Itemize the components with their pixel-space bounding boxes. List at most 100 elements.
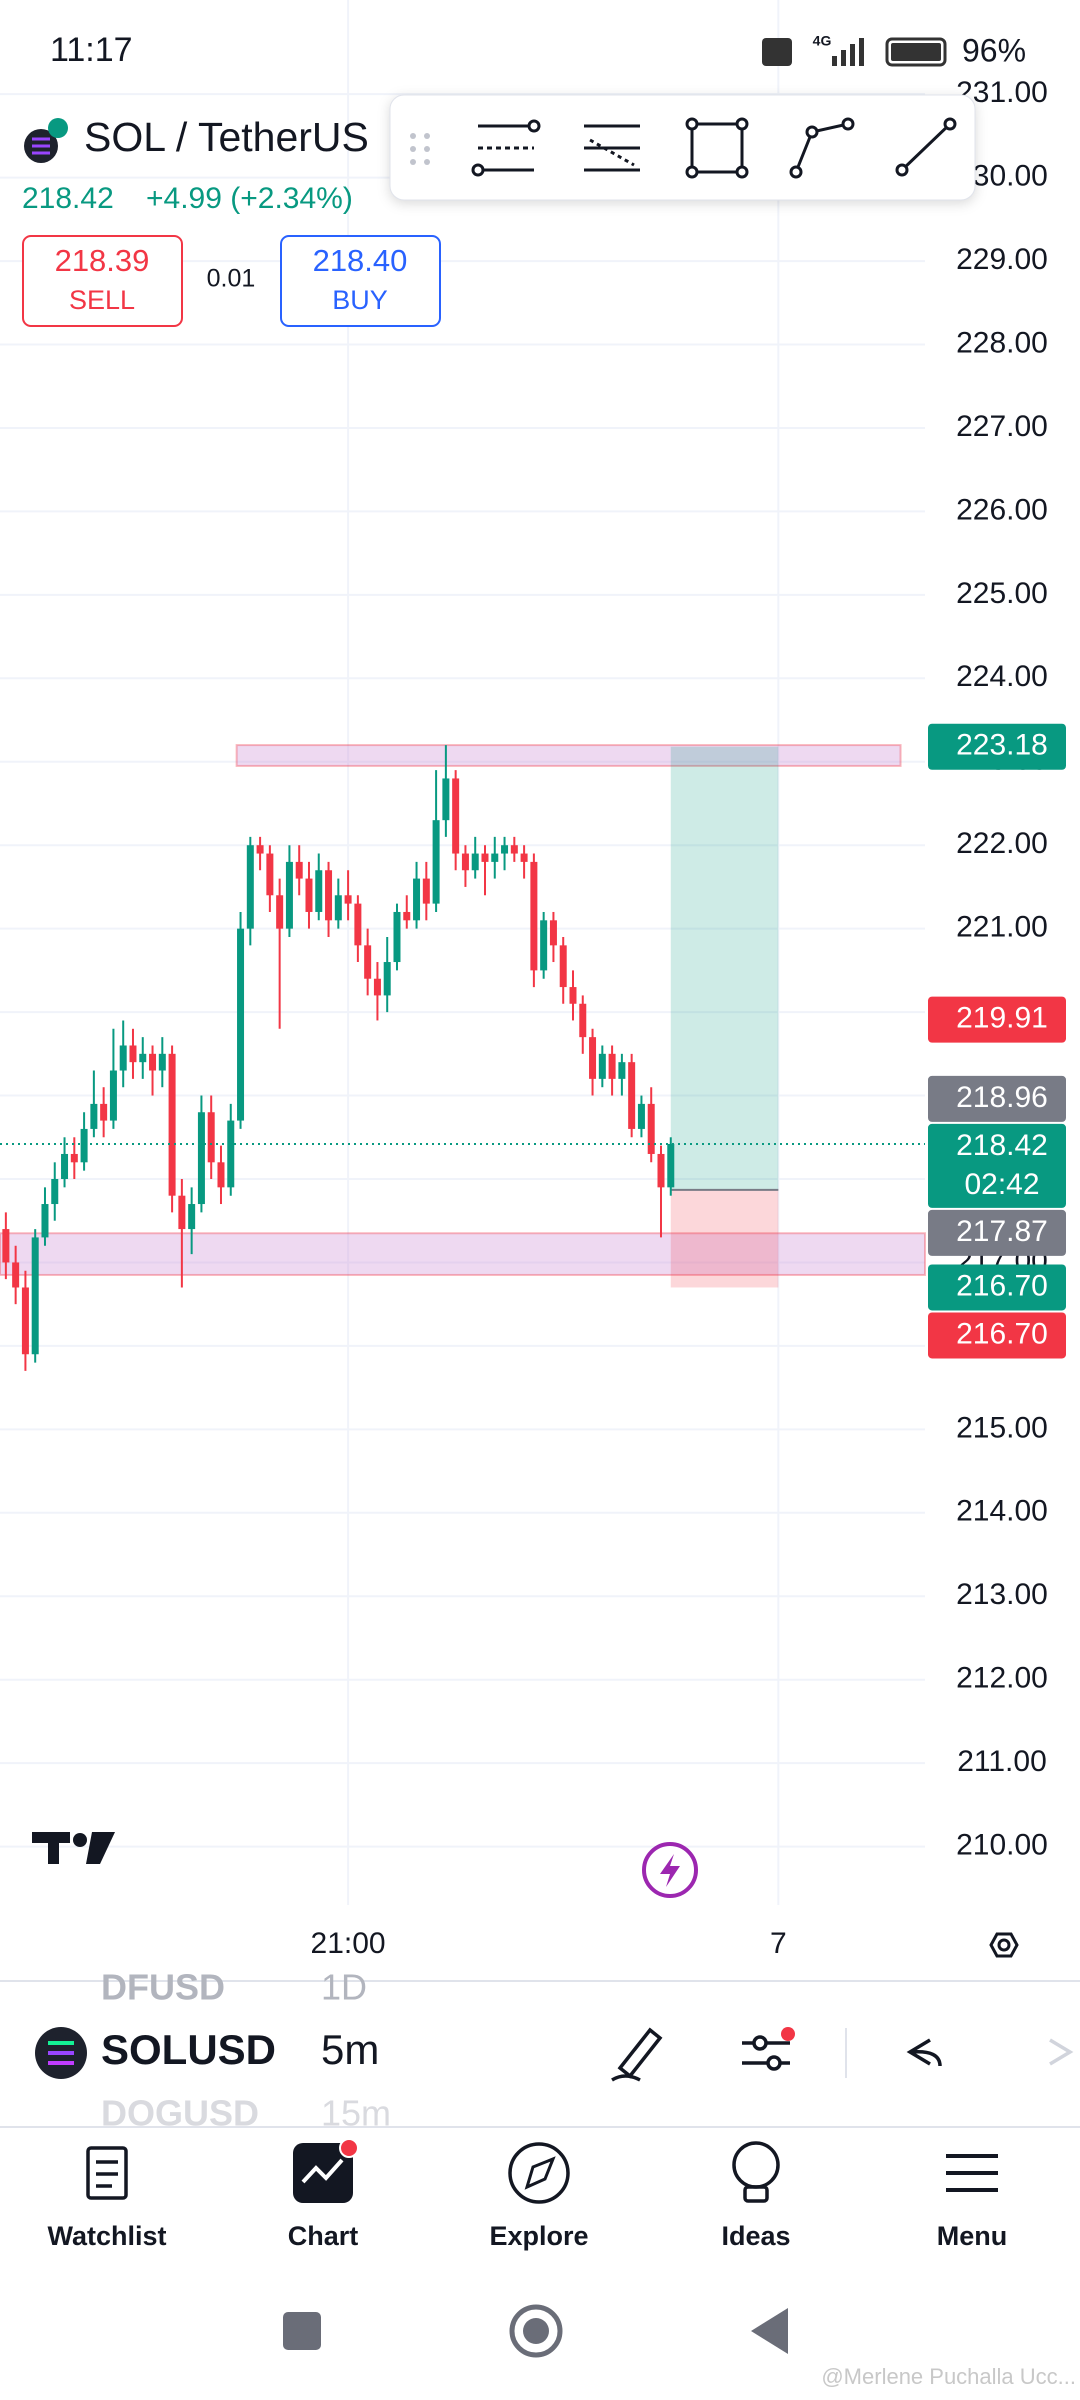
undo-button[interactable] [906, 2038, 942, 2067]
candle-body [41, 1204, 49, 1238]
candle-body [61, 1153, 69, 1179]
candle-body [540, 920, 548, 971]
watermark: @Merlene Puchalla Ucc... [821, 2364, 1076, 2389]
nav-item[interactable]: Watchlist [47, 2221, 166, 2251]
zone [235, 744, 902, 767]
price-label-text: 223.18 [956, 729, 1048, 762]
back-button[interactable] [751, 2308, 788, 2354]
buy-button[interactable] [280, 235, 441, 327]
candle-body [178, 1195, 186, 1230]
candle-body [608, 1053, 616, 1079]
settings-button[interactable] [989, 1932, 1019, 1958]
candle-body [305, 878, 313, 912]
current-interval[interactable]: 5m [321, 2026, 379, 2073]
candle-body [667, 1143, 675, 1188]
y-tick-label: 224.00 [956, 660, 1048, 693]
price-label-text: 219.91 [956, 1002, 1048, 1035]
explore-icon [508, 2142, 570, 2204]
candle-body [207, 1112, 215, 1163]
candle-body [579, 1003, 587, 1038]
price-label-text: 217.87 [956, 1215, 1048, 1248]
candle-body [569, 987, 577, 1004]
price-label [928, 1209, 1066, 1256]
candle-body [109, 1070, 117, 1121]
candle-body [618, 1062, 626, 1079]
y-tick-label: 227.00 [956, 410, 1048, 443]
candle-body [549, 920, 557, 946]
settings-icon [997, 1938, 1011, 1952]
draw-button[interactable] [611, 2027, 663, 2082]
candle-body [471, 853, 479, 871]
home-button[interactable] [509, 2304, 563, 2358]
spread: 0.01 [207, 265, 256, 293]
candle-body [393, 911, 401, 963]
candle-body [256, 845, 264, 854]
nav-item[interactable]: Menu [937, 2221, 1008, 2251]
nav-item[interactable]: Ideas [721, 2221, 790, 2251]
chart-icon-line [301, 2158, 344, 2184]
candle-body [334, 895, 342, 921]
candle-body [598, 1053, 606, 1079]
menu-icon [946, 2154, 998, 2192]
candle-body [461, 853, 469, 871]
chart: 210.00 211.00 212.00 213.00 214.00 215.00 216.… [0, 0, 1066, 1960]
y-tick-label: 212.00 [956, 1662, 1048, 1695]
candle-body [373, 978, 381, 996]
y-tick-label: 211.00 [957, 1745, 1047, 1778]
price-label [928, 723, 1066, 770]
nav-item[interactable]: Chart [288, 2221, 359, 2251]
y-tick-label: 213.00 [956, 1578, 1048, 1611]
lightning-icon [660, 1854, 680, 1887]
candle-body [325, 870, 333, 921]
nav-item[interactable]: Explore [489, 2221, 588, 2251]
candle-body [315, 870, 323, 912]
tool-path[interactable] [789, 117, 855, 179]
recents-button[interactable] [283, 2312, 321, 2350]
candle-body [491, 853, 499, 862]
current-symbol[interactable]: SOLUSD [101, 2026, 276, 2073]
prev-symbol: DFUSD [101, 1967, 225, 2008]
price-label [928, 1123, 1066, 1208]
price-label [928, 996, 1066, 1043]
price-label [928, 1075, 1066, 1122]
candle-body [2, 1229, 10, 1263]
network-type: 4G [813, 33, 832, 49]
drawing-toolbar [389, 94, 976, 201]
nav-bar: Watchlist Chart Explore Ideas Menu [47, 2221, 1007, 2251]
y-tick-label: 225.00 [956, 577, 1048, 610]
candle-body [276, 895, 284, 929]
indicators-button[interactable] [742, 2035, 790, 2071]
y-tick-label: 222.00 [956, 827, 1048, 860]
candle-body [510, 845, 518, 854]
battery-level [891, 43, 941, 61]
candle-body [295, 861, 303, 879]
candle-body [227, 1120, 235, 1188]
fade [0, 2090, 1080, 2127]
candle-body [657, 1153, 665, 1188]
candle-body [70, 1153, 78, 1163]
y-tick-label: 215.00 [956, 1411, 1048, 1444]
y-tick-label: 210.00 [956, 1829, 1048, 1862]
candle-body [31, 1237, 39, 1355]
candle-body [12, 1262, 20, 1288]
candle-body [559, 945, 567, 988]
prev-interval: 1D [321, 1967, 367, 2008]
tool-trend-line[interactable] [895, 117, 957, 177]
sell-button[interactable] [22, 235, 183, 327]
tool-parallel-channel[interactable] [471, 119, 541, 177]
chart-badge [339, 2138, 359, 2158]
candle-body [285, 861, 293, 929]
candle-body [246, 845, 254, 929]
price-countdown: 02:42 [964, 1168, 1039, 1201]
tool-rectangle[interactable] [685, 117, 749, 179]
explore-needle [524, 2156, 556, 2190]
battery-percent: 96% [962, 32, 1026, 68]
exchange-badge [48, 118, 68, 138]
candle-body [442, 778, 450, 821]
tool-fib[interactable] [584, 124, 640, 172]
volte-icon [762, 38, 792, 66]
sell-label: SELL [69, 285, 135, 315]
redo-button[interactable] [1049, 2038, 1074, 2066]
candle-body [589, 1037, 597, 1079]
